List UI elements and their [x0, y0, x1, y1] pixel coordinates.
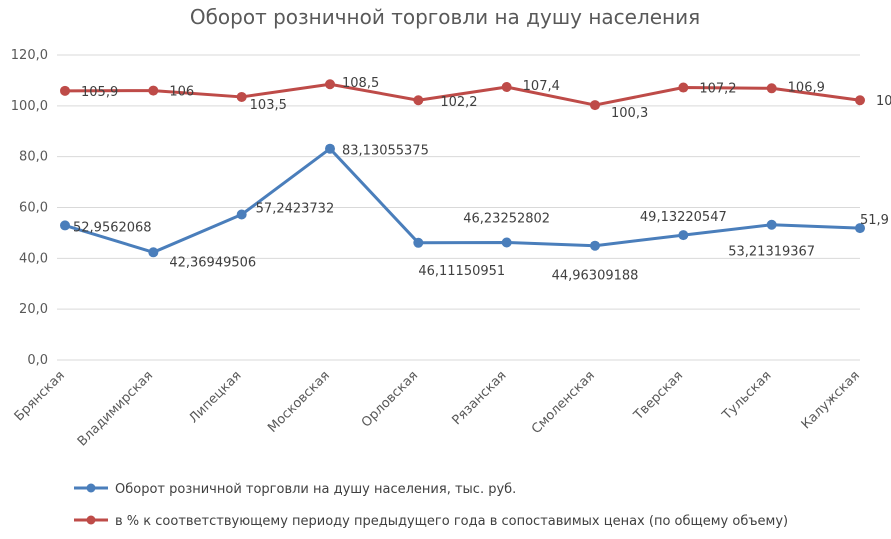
data-label-percent: 103,5: [250, 98, 287, 113]
data-point: [855, 223, 865, 234]
x-tick-label: Владимирская: [75, 368, 156, 449]
y-tick-label: 40,0: [19, 251, 48, 266]
data-point: [60, 220, 70, 231]
data-labels: 52,9562068 42,36949506 57,2423732 83,130553…: [73, 76, 891, 283]
data-point: [413, 95, 424, 106]
data-label-turnover: 52,9562068: [73, 220, 152, 235]
y-tick-label: 0,0: [27, 353, 48, 368]
data-label-turnover: 46,23252802: [463, 211, 550, 226]
legend-label-turnover: Оборот розничной торговли на душу населе…: [115, 482, 516, 497]
data-point: [766, 219, 777, 230]
data-point: [678, 82, 689, 93]
x-tick-label: Брянская: [12, 368, 68, 424]
y-tick-label: 60,0: [19, 201, 48, 216]
x-axis: Брянская Владимирская Липецкая Московская Ор…: [12, 368, 863, 449]
chart-title: Оборот розничной торговли на душу населе…: [190, 5, 700, 29]
x-tick-label: Московская: [265, 368, 333, 436]
data-label-percent: 105,9: [81, 85, 118, 100]
data-label-percent: 106: [169, 85, 194, 100]
data-point: [766, 83, 777, 94]
y-tick-label: 100,0: [11, 99, 48, 114]
legend-dot-percent: [86, 515, 96, 525]
x-tick-label: Калужская: [799, 368, 863, 432]
data-point: [855, 95, 865, 106]
data-label-percent: 106,9: [788, 80, 825, 95]
x-tick-label: Смоленская: [529, 368, 598, 437]
data-label-turnover: 42,36949506: [169, 255, 256, 270]
data-point: [413, 237, 424, 248]
data-label-percent: 107,4: [523, 79, 560, 94]
data-point: [590, 240, 600, 251]
x-tick-label: Тульская: [719, 368, 774, 423]
x-tick-label: Орловская: [359, 368, 421, 430]
data-label-percent: 100,3: [611, 106, 648, 121]
series-line-1: [64, 82, 861, 107]
data-label-turnover: 49,13220547: [640, 210, 727, 225]
series-layer: [60, 79, 865, 258]
y-tick-label: 120,0: [11, 48, 48, 63]
data-label-turnover: 46,11150951: [418, 264, 505, 279]
data-label-percent: 102,2: [876, 94, 891, 109]
data-label-percent: 107,2: [699, 82, 736, 97]
data-label-turnover: 51,9: [860, 213, 889, 228]
data-point: [590, 100, 600, 111]
data-label-percent: 102,2: [440, 95, 477, 110]
series-line-0: [64, 147, 861, 254]
legend-label-percent: в % к соответствующему периоду предыдуще…: [115, 514, 788, 529]
data-point: [148, 85, 159, 96]
data-label-turnover: 57,2423732: [256, 202, 335, 217]
data-point: [501, 237, 512, 248]
data-point: [60, 85, 70, 96]
data-point: [501, 82, 512, 93]
data-label-turnover: 83,13055375: [342, 144, 429, 159]
x-tick-label: Тверская: [631, 368, 687, 424]
y-tick-label: 80,0: [19, 150, 48, 165]
data-point: [678, 230, 689, 241]
data-point: [236, 209, 247, 220]
data-label-turnover: 44,96309188: [552, 269, 639, 284]
legend: Оборот розничной торговли на душу населе…: [74, 482, 788, 529]
y-tick-label: 20,0: [19, 302, 48, 317]
grid-layer: [57, 54, 860, 361]
data-point: [325, 79, 335, 90]
y-axis: 0,0 20,0 40,0 60,0 80,0 100,0 120,0: [11, 48, 48, 368]
x-tick-label: Рязанская: [450, 368, 510, 428]
data-label-turnover: 53,21319367: [728, 245, 815, 260]
data-point: [236, 91, 247, 102]
data-label-percent: 108,5: [342, 76, 379, 91]
data-point: [325, 143, 335, 154]
legend-dot-turnover: [86, 483, 96, 493]
x-tick-label: Липецкая: [186, 368, 244, 426]
data-point: [148, 247, 159, 258]
